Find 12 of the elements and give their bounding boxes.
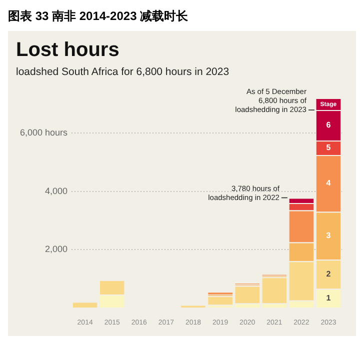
y-tick-label: 2,000 bbox=[45, 244, 68, 254]
y-tick-label: 6,000 hours bbox=[20, 128, 68, 138]
series-label: 2 bbox=[326, 269, 332, 278]
series-label: 3 bbox=[326, 230, 332, 240]
series-label: 5 bbox=[326, 142, 332, 152]
series-label: 6 bbox=[326, 120, 332, 130]
y-tick-label: 4,000 bbox=[45, 186, 68, 196]
series-label: 4 bbox=[326, 178, 332, 188]
chart-title: Lost hours bbox=[16, 39, 120, 62]
text: 图表 33 南非 2014-2023 减载时长 bbox=[8, 8, 190, 25]
series-label: 1 bbox=[326, 293, 332, 302]
chart-subtitle: loadshed South Africa for 6,800 hours in 2023 bbox=[16, 66, 230, 78]
